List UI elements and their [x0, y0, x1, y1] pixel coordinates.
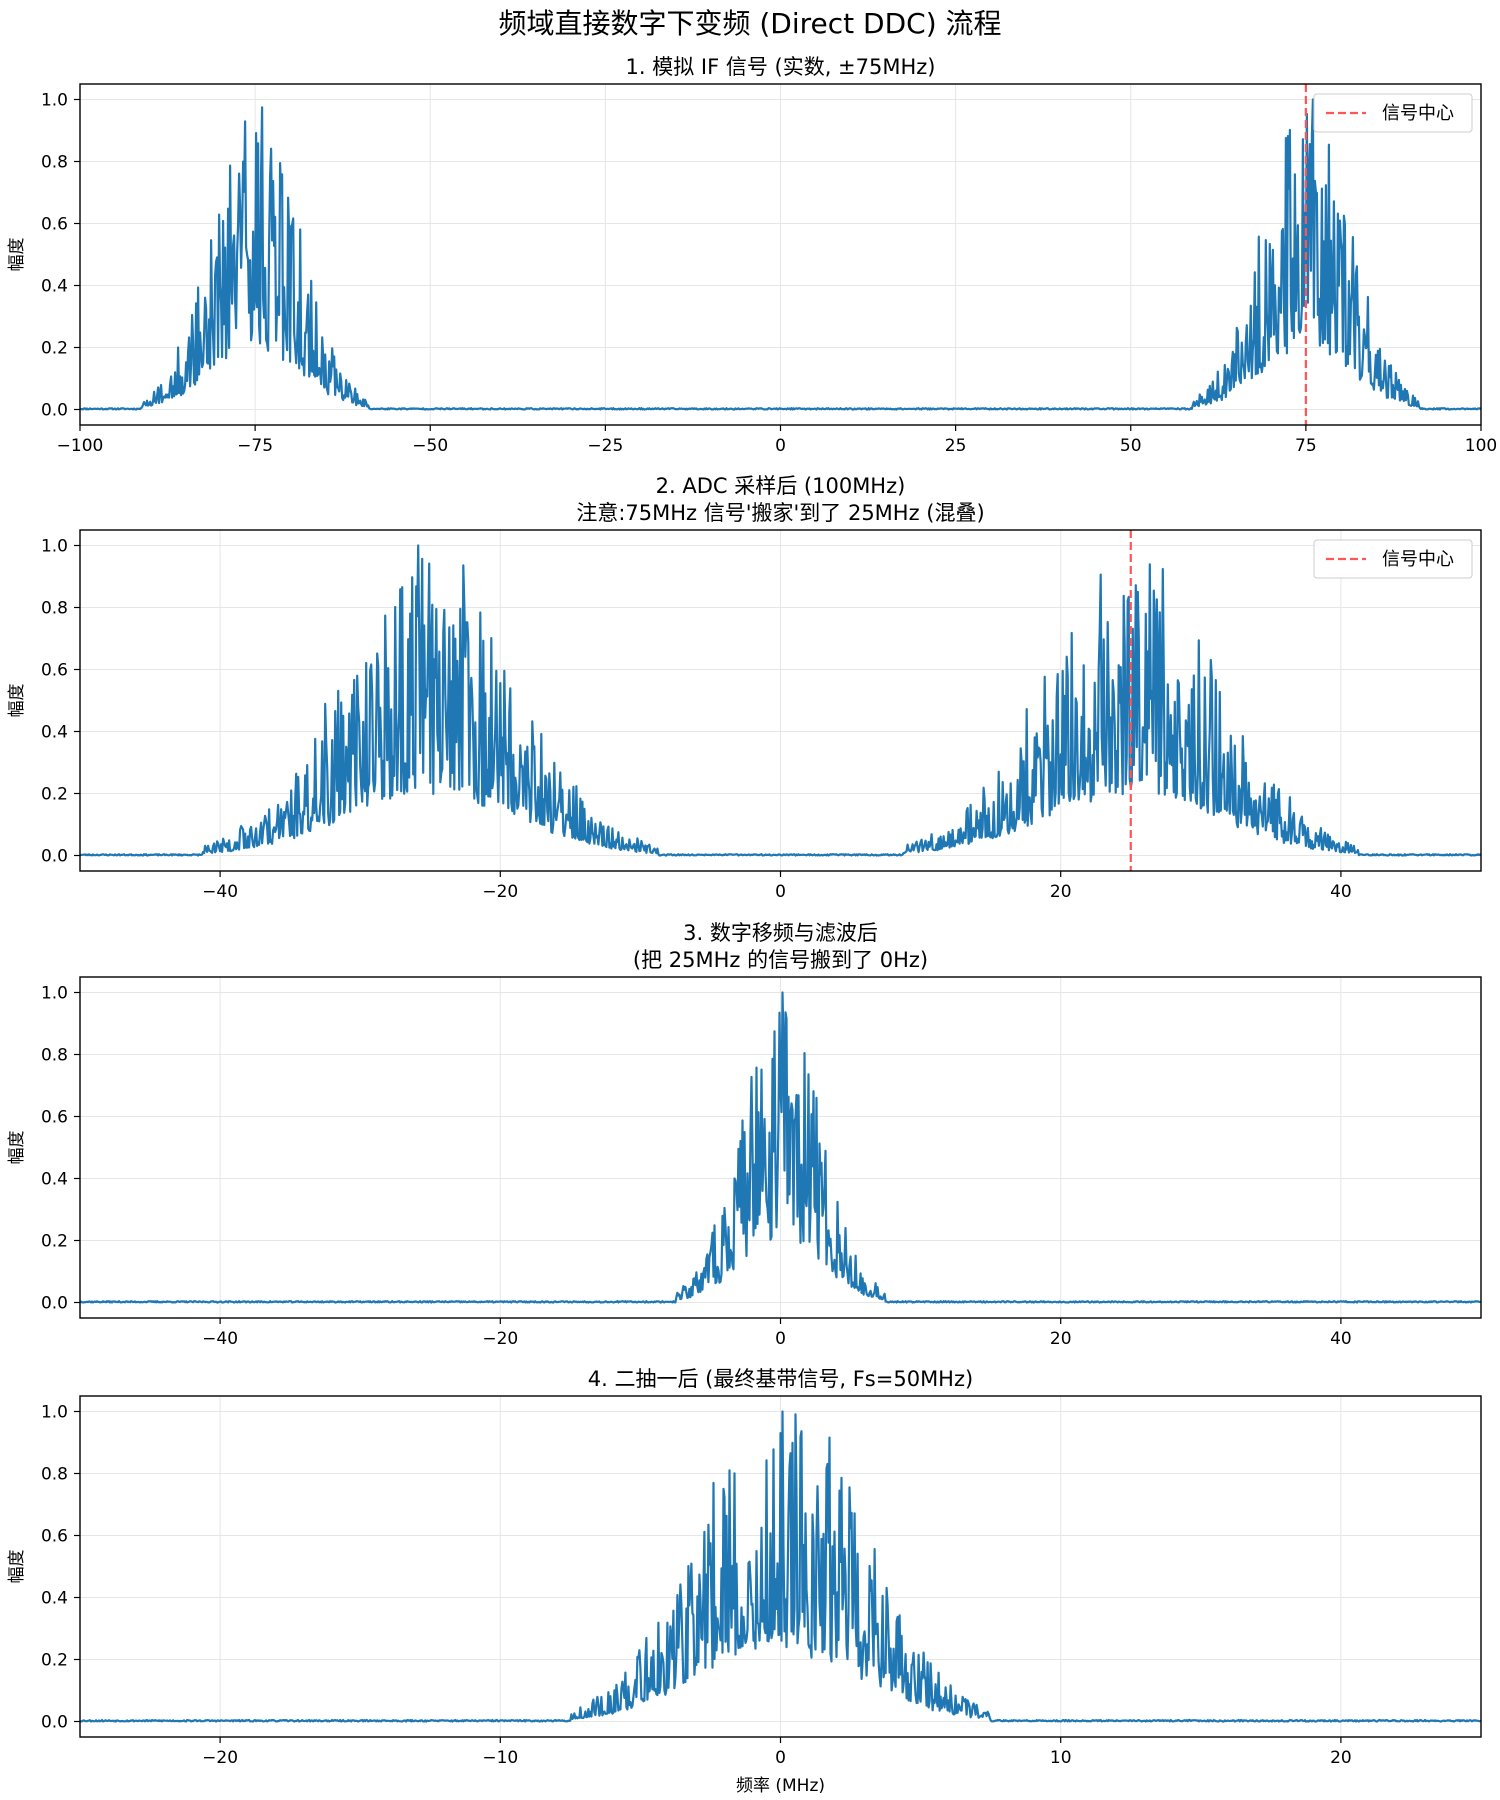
- x-tick-label: −25: [587, 436, 623, 456]
- x-tick-label: 10: [1050, 1748, 1072, 1768]
- y-tick-label: 1.0: [41, 537, 68, 557]
- x-tick-label: 50: [1120, 436, 1142, 456]
- x-tick-label: −40: [202, 882, 238, 902]
- y-axis-label: 幅度: [7, 684, 27, 718]
- y-tick-label: 0.6: [41, 1527, 68, 1547]
- x-tick-label: 0: [775, 436, 786, 456]
- x-tick-label: 20: [1050, 882, 1072, 902]
- y-tick-label: 0.6: [41, 1108, 68, 1128]
- y-tick-label: 1.0: [41, 91, 68, 111]
- y-tick-label: 0.2: [41, 1651, 68, 1671]
- y-tick-label: 0.2: [41, 1232, 68, 1252]
- x-tick-label: −20: [482, 882, 518, 902]
- x-tick-label: 20: [1330, 1748, 1352, 1768]
- x-tick-label: 75: [1295, 436, 1317, 456]
- subplot-2: −40 −20 0 20 40 0.0 0.2 0.4 0.6 0.8 1.0 幅度 2. ADC 采样…: [7, 474, 1482, 902]
- y-tick-label: 0.4: [41, 1589, 68, 1609]
- x-axis-label: 频率 (MHz): [736, 1776, 825, 1796]
- x-tick-label: −20: [202, 1748, 238, 1768]
- subplot-title: 1. 模拟 IF 信号 (实数, ±75MHz): [626, 55, 936, 79]
- y-tick-label: 0.6: [41, 661, 68, 681]
- spectrum-line: [80, 98, 1481, 411]
- y-tick-label: 0.8: [41, 153, 68, 173]
- x-tick-label: −20: [482, 1329, 518, 1349]
- subplot-title: (把 25MHz 的信号搬到了 0Hz): [633, 948, 928, 972]
- x-tick-label: 100: [1465, 436, 1497, 456]
- y-axis-label: 幅度: [7, 1550, 27, 1584]
- subplot-3: −40 −20 0 20 40 0.0 0.2 0.4 0.6 0.8 1.0 幅度 3. 数字移频与滤…: [7, 921, 1482, 1349]
- y-tick-label: 0.0: [41, 1294, 68, 1314]
- y-tick-label: 0.4: [41, 277, 68, 297]
- y-tick-label: 0.2: [41, 339, 68, 359]
- x-tick-label: 40: [1330, 1329, 1352, 1349]
- subplot-title: 2. ADC 采样后 (100MHz): [656, 474, 906, 498]
- spectrum-line: [80, 991, 1481, 1304]
- y-tick-label: 0.8: [41, 599, 68, 619]
- x-tick-label: 40: [1330, 882, 1352, 902]
- x-tick-label: −50: [412, 436, 448, 456]
- legend: 信号中心: [1313, 539, 1473, 579]
- spectrum-line: [80, 544, 1481, 857]
- y-tick-label: 1.0: [41, 1403, 68, 1423]
- legend-label: 信号中心: [1382, 103, 1454, 124]
- y-tick-label: 0.4: [41, 723, 68, 743]
- x-tick-label: 0: [775, 882, 786, 902]
- spectrum-line: [80, 1410, 1481, 1723]
- panels: −100 −75 −50 −25 0 25 50 75 1000.00.20.40.60.81.…: [7, 55, 1497, 1796]
- y-tick-label: 0.6: [41, 215, 68, 235]
- x-tick-label: −10: [482, 1748, 518, 1768]
- y-tick-label: 0.8: [41, 1465, 68, 1485]
- legend: 信号中心: [1313, 93, 1473, 133]
- x-tick-label: 0: [775, 1748, 786, 1768]
- subplot-title: 注意:75MHz 信号'搬家'到了 25MHz (混叠): [576, 501, 984, 525]
- figure-title: 频域直接数字下变频 (Direct DDC) 流程: [498, 7, 1001, 40]
- x-tick-label: 0: [775, 1329, 786, 1349]
- x-tick-label: 20: [1050, 1329, 1072, 1349]
- x-tick-label: −75: [237, 436, 273, 456]
- y-tick-label: 0.8: [41, 1046, 68, 1066]
- y-tick-label: 0.2: [41, 785, 68, 805]
- y-axis-label: 幅度: [7, 1131, 27, 1165]
- y-axis-label: 幅度: [7, 238, 27, 272]
- x-tick-label: −100: [57, 436, 104, 456]
- subplot-title: 4. 二抽一后 (最终基带信号, Fs=50MHz): [588, 1367, 973, 1391]
- subplot-1: −100 −75 −50 −25 0 25 50 75 100 0.0 0.2 0.4 0.6 0.8 1.…: [7, 55, 1497, 456]
- subplot-title: 3. 数字移频与滤波后: [683, 921, 878, 945]
- y-tick-label: 1.0: [41, 984, 68, 1004]
- y-tick-label: 0.4: [41, 1170, 68, 1190]
- y-tick-label: 0.0: [41, 401, 68, 421]
- x-tick-label: −40: [202, 1329, 238, 1349]
- legend-label: 信号中心: [1382, 549, 1454, 570]
- y-tick-label: 0.0: [41, 847, 68, 867]
- y-tick-label: 0.0: [41, 1713, 68, 1733]
- x-tick-label: 25: [945, 436, 967, 456]
